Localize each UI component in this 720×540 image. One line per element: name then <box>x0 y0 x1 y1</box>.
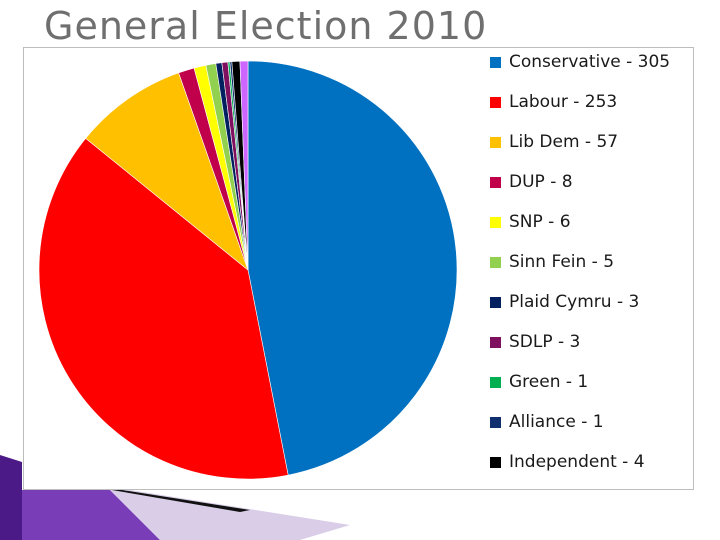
legend-label: Sinn Fein - 5 <box>509 252 615 272</box>
legend-item: Plaid Cymru - 3 <box>490 292 670 332</box>
legend-swatch <box>490 377 501 388</box>
legend-item: Independent - 4 <box>490 452 670 492</box>
legend-swatch <box>490 137 501 148</box>
pie-slice-2 <box>85 72 249 271</box>
legend-swatch <box>490 417 501 428</box>
legend-label: Conservative - 305 <box>509 52 671 72</box>
legend-item: Labour - 253 <box>490 92 670 132</box>
legend-item: SNP - 6 <box>490 212 670 252</box>
legend-label: DUP - 8 <box>509 172 573 192</box>
legend-item: DUP - 8 <box>490 172 670 212</box>
legend-item: Conservative - 305 <box>490 52 670 92</box>
legend-label: SNP - 6 <box>509 212 571 232</box>
legend-label: Alliance - 1 <box>509 412 604 432</box>
legend-item: Sinn Fein - 5 <box>490 252 670 292</box>
legend-item: Lib Dem - 57 <box>490 132 670 172</box>
slide-title: General Election 2010 <box>44 4 488 48</box>
legend-label: Green - 1 <box>509 372 589 392</box>
legend-label: Lib Dem - 57 <box>509 132 619 152</box>
legend-item: Alliance - 1 <box>490 412 670 452</box>
legend-swatch <box>490 337 501 348</box>
legend-label: Labour - 253 <box>509 92 618 112</box>
legend-swatch <box>490 177 501 188</box>
legend-item: Green - 1 <box>490 372 670 412</box>
pie-slice-1 <box>38 137 289 480</box>
legend-swatch <box>490 297 501 308</box>
pie-slice-11 <box>239 60 249 271</box>
legend-swatch <box>490 217 501 228</box>
legend-swatch <box>490 257 501 268</box>
pie-slice-0 <box>247 60 458 476</box>
legend-label: Plaid Cymru - 3 <box>509 292 640 312</box>
legend-item: SDLP - 3 <box>490 332 670 372</box>
chart-legend: Conservative - 305 Labour - 253 Lib Dem - … <box>490 52 670 492</box>
legend-swatch <box>490 457 501 468</box>
legend-label: SDLP - 3 <box>509 332 581 352</box>
legend-swatch <box>490 97 501 108</box>
legend-swatch <box>490 57 501 68</box>
legend-label: Independent - 4 <box>509 452 645 472</box>
